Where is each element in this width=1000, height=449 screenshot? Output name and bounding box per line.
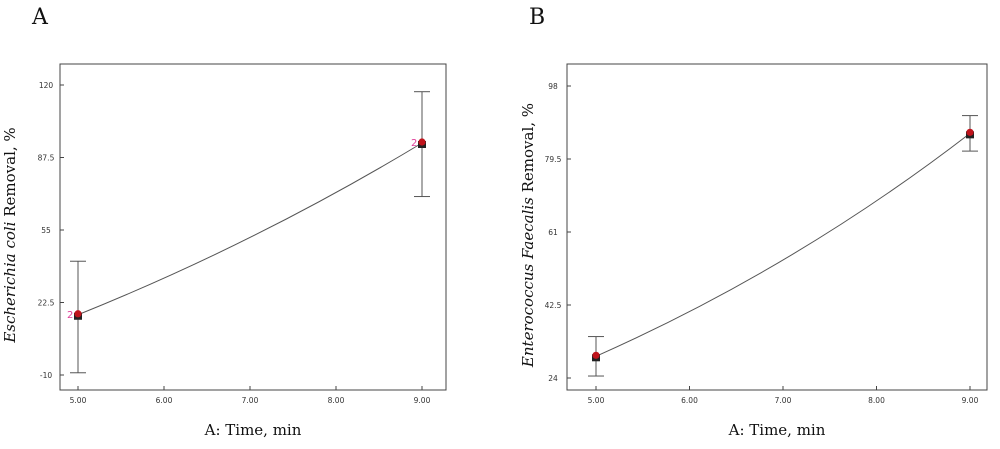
chart-panel-a: A -10 22.5 55 87.5 120 5.00 6.00 7.00 8.00 9.00 A: …	[1, 5, 447, 439]
x-tick-label: 7.00	[775, 396, 792, 405]
y-tick-label: 98	[548, 82, 558, 91]
data-point	[966, 128, 974, 139]
chart-panel-b: B 24 42.5 61 79.5 98 5.00 6.00 7.00 8.00 9.00 A: Ti…	[519, 5, 988, 439]
x-tick-label: 9.00	[414, 396, 431, 405]
point-count-label: 2	[67, 310, 73, 321]
y-axis-label: Enterococcus Faecalis Removal, %	[519, 103, 537, 368]
y-tick-label: -10	[40, 371, 52, 380]
fit-curve	[77, 142, 423, 316]
panel-letter: A	[31, 5, 49, 30]
y-tick-label: 87.5	[38, 154, 55, 163]
plot-frame	[566, 63, 988, 391]
x-axis-label: A: Time, min	[728, 421, 826, 439]
y-axis-label: Escherichia coli Removal, %	[1, 127, 19, 343]
x-tick-label: 7.00	[242, 396, 259, 405]
point-count-label: 2	[411, 138, 417, 149]
x-tick-label: 8.00	[328, 396, 345, 405]
y-axis-label-species: Escherichia coli	[1, 221, 19, 343]
data-point: 2	[67, 310, 82, 321]
data-point: 2	[411, 138, 426, 149]
y-tick-label: 55	[41, 226, 51, 235]
y-tick-label: 42.5	[545, 301, 562, 310]
x-axis-label: A: Time, min	[204, 421, 302, 439]
x-tick-label: 8.00	[868, 396, 885, 405]
y-tick-label: 24	[548, 374, 558, 383]
y-tick-label: 79.5	[545, 155, 562, 164]
y-tick-label: 120	[39, 81, 54, 90]
fit-curve	[595, 132, 971, 357]
x-tick-label: 9.00	[962, 396, 979, 405]
y-tick-label: 61	[548, 228, 558, 237]
y-axis-label-unit: Removal, %	[519, 103, 537, 197]
plot-frame	[59, 63, 447, 391]
x-tick-label: 5.00	[588, 396, 605, 405]
x-tick-label: 6.00	[156, 396, 173, 405]
y-tick-label: 22.5	[38, 299, 55, 308]
panel-letter: B	[529, 5, 545, 30]
y-axis-label-species: Enterococcus Faecalis	[519, 197, 537, 368]
data-point	[592, 351, 600, 362]
x-tick-label: 5.00	[70, 396, 87, 405]
y-axis-label-unit: Removal, %	[1, 127, 19, 221]
x-tick-label: 6.00	[681, 396, 698, 405]
